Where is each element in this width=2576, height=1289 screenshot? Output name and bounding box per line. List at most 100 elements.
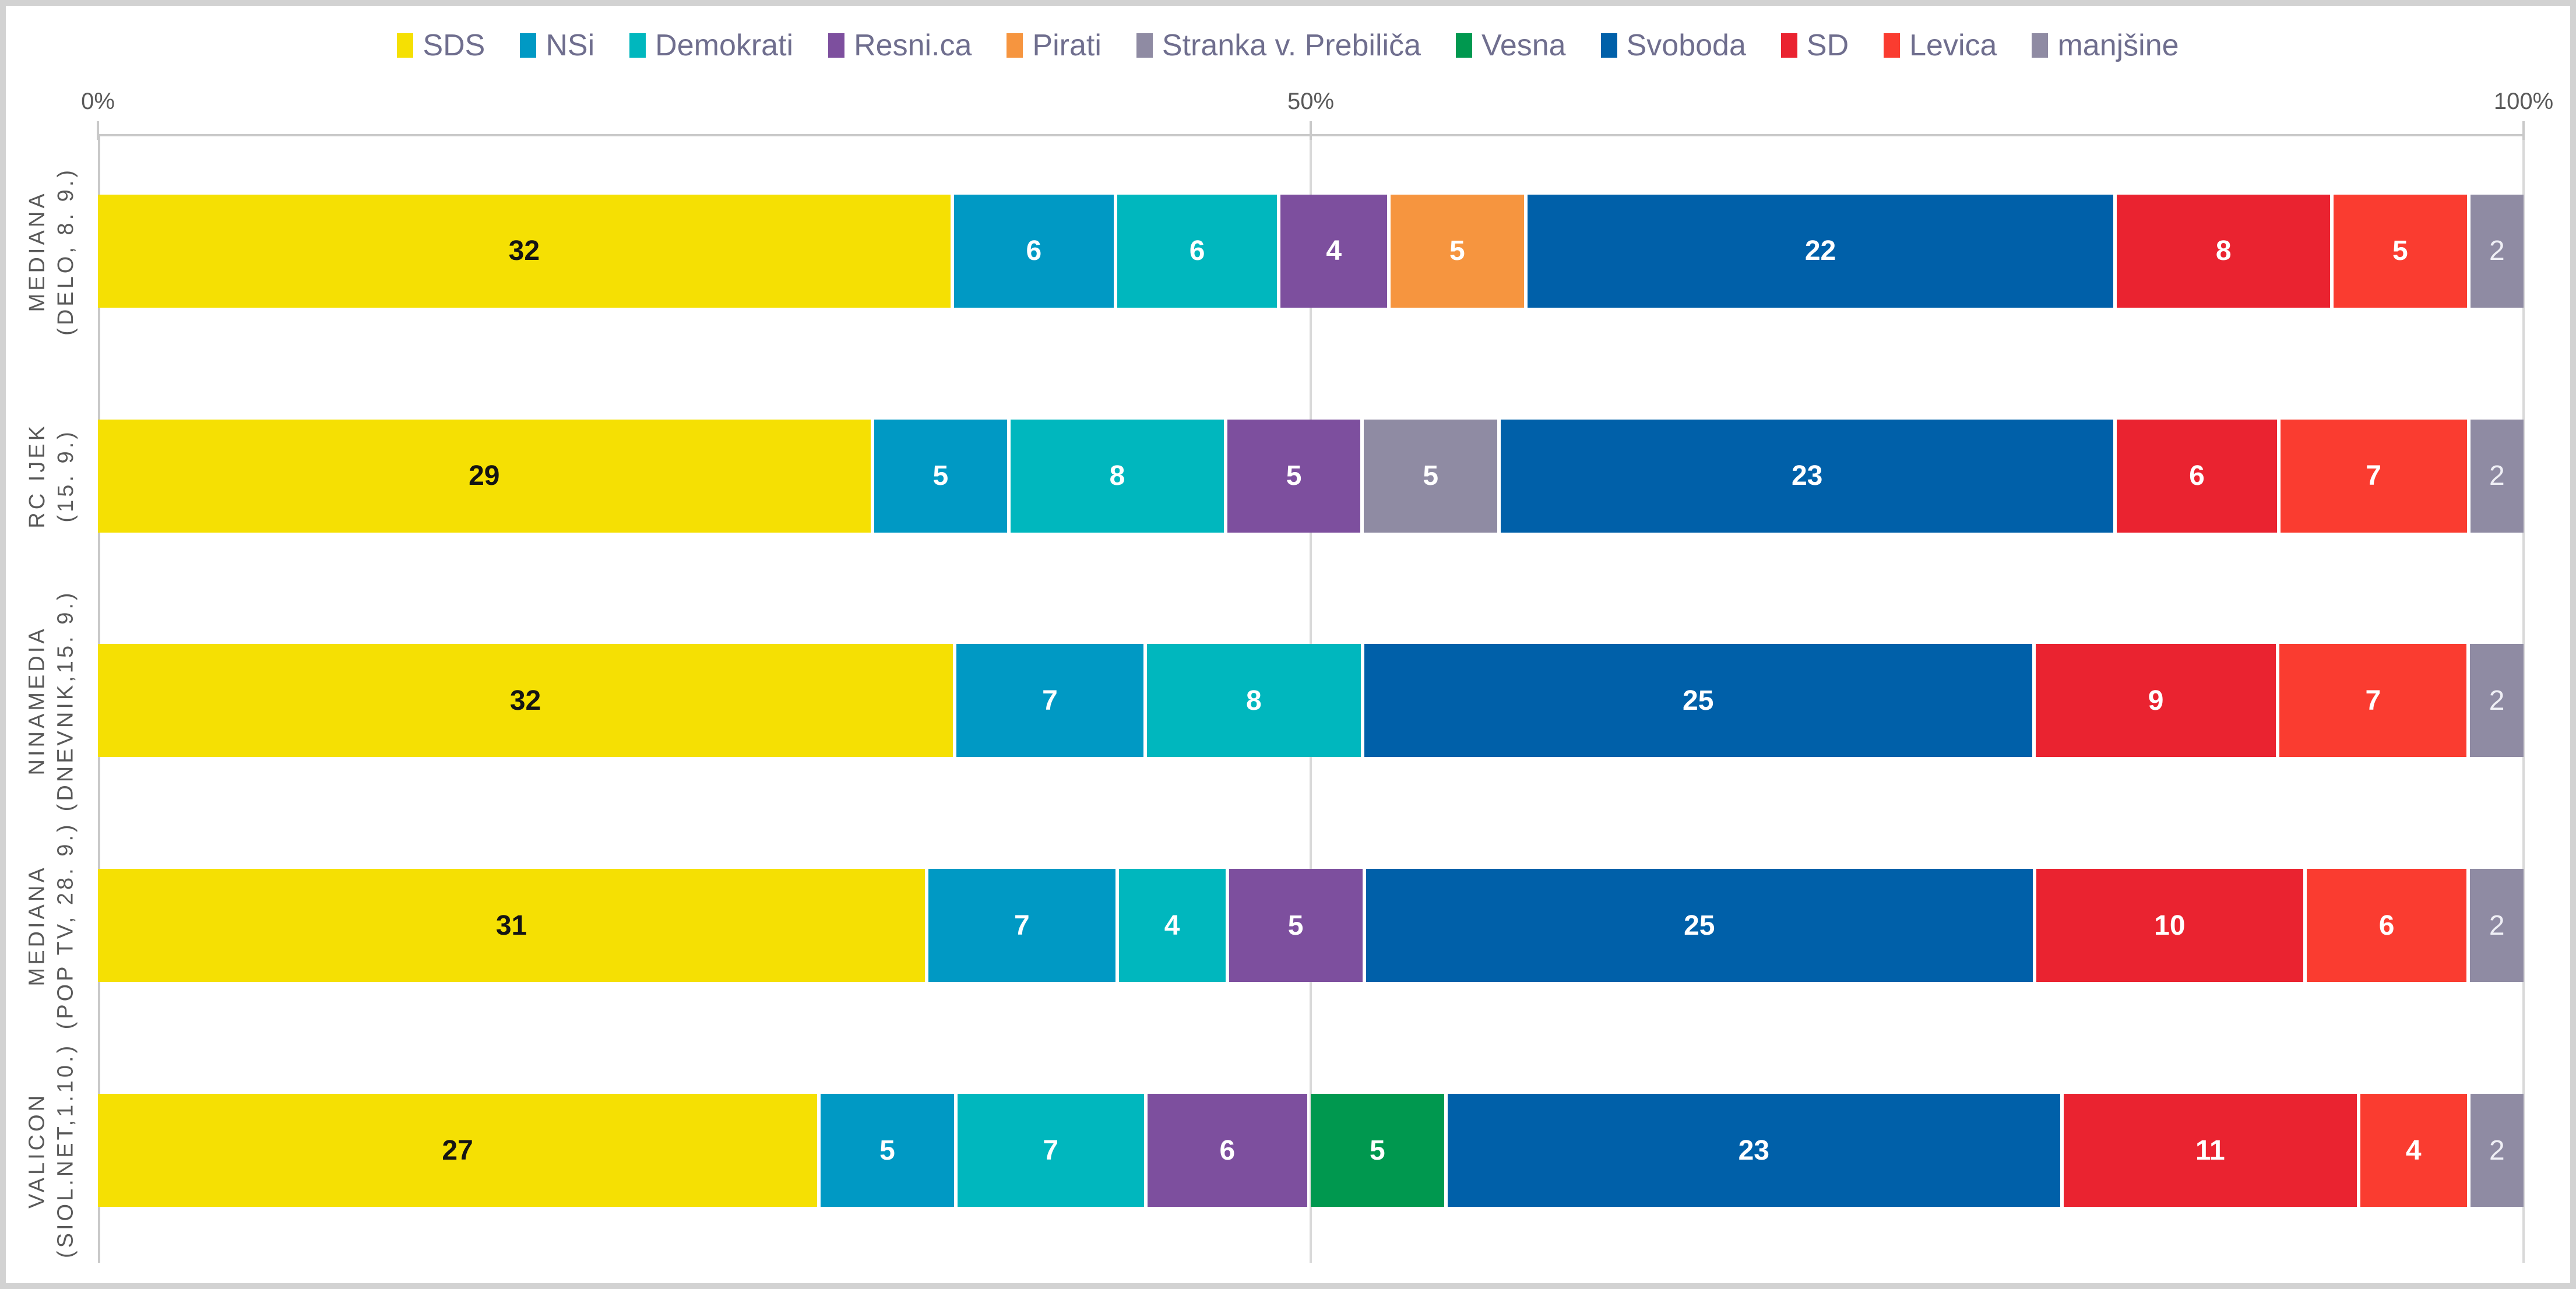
legend-swatch-icon	[629, 33, 646, 58]
bar-rows: 32 6 6 4 5 22 8 5 2 29 5 8 5 5 23 6 7 2 32 7 8 25 9 7 2 31 7 4 5 25 10…	[98, 139, 2524, 1263]
legend-swatch-icon	[2032, 33, 2049, 58]
bar-segment-nsi: 7	[928, 869, 1115, 982]
bar-segment-sd: 6	[2117, 419, 2277, 533]
plot-area: 32 6 6 4 5 22 8 5 2 29 5 8 5 5 23 6 7 2 32 7 8 25 9 7 2 31 7 4 5 25 10…	[97, 121, 2525, 1263]
bar-segment-vesna: 5	[1311, 1094, 1444, 1207]
bar-segment-sds: 32	[98, 644, 953, 758]
bar-segment-value: 11	[2195, 1135, 2225, 1166]
bar-segment-manj-ine: 2	[2470, 1094, 2524, 1207]
bar-segment-value: 23	[1791, 460, 1823, 492]
bar-segment-value: 4	[1326, 235, 1342, 267]
category-label-valicon: VALICON (SIOL.NET,1.10.)	[23, 1043, 81, 1258]
category-label-line: (SIOL.NET,1.10.)	[54, 1043, 79, 1258]
legend-item-pirati: Pirati	[1007, 28, 1102, 63]
bar-segment-sd: 9	[2035, 644, 2276, 758]
bar-segment-resni-ca: 4	[1280, 194, 1388, 308]
bar-segment-sds: 27	[98, 1094, 818, 1207]
bar-segment-levica: 5	[2334, 194, 2467, 308]
bar-segment-value: 5	[1369, 1135, 1385, 1166]
stacked-bar: 32 7 8 25 9 7 2	[98, 644, 2524, 758]
legend-item-sd: SD	[1780, 28, 1849, 63]
bar-segment-value: 6	[1026, 235, 1042, 267]
bar-segment-value: 8	[1109, 460, 1125, 492]
bar-segment-manj-ine: 2	[2470, 419, 2524, 533]
legend-item-nsi: NSi	[520, 28, 594, 63]
bar-segment-value: 4	[1164, 910, 1180, 941]
stacked-bar: 27 5 7 6 5 23 11 4 2	[98, 1094, 2524, 1207]
bar-segment-nsi: 7	[956, 644, 1143, 758]
legend-swatch-icon	[828, 33, 845, 58]
legend-label: Levica	[1909, 29, 1997, 62]
legend-item-levica: Levica	[1884, 28, 1997, 63]
bar-segment-sd: 10	[2036, 869, 2303, 982]
legend-label: Svoboda	[1626, 29, 1746, 62]
bar-segment-pirati: 5	[1391, 194, 1524, 308]
bar-segment-value: 5	[2392, 235, 2408, 267]
legend-swatch-icon	[1780, 33, 1797, 58]
legend-swatch-icon	[1007, 33, 1023, 58]
legend-label: Resni.ca	[854, 29, 972, 62]
legend-label: Stranka v. Prebiliča	[1162, 29, 1421, 62]
bar-segment-levica: 6	[2306, 869, 2467, 982]
bar-segment-value: 2	[2489, 685, 2505, 716]
legend-label: Demokrati	[655, 29, 794, 62]
bar-segment-manj-ine: 2	[2470, 869, 2524, 982]
y-axis-category-labels: MEDIANA (DELO, 8. 9.) RC IJEK (15. 9.) NINAM…	[6, 139, 98, 1263]
bar-segment-resni-ca: 6	[1147, 1094, 1308, 1207]
bar-segment-stranka-v-prebili-a: 5	[1364, 419, 1497, 533]
category-label-band: VALICON (SIOL.NET,1.10.)	[6, 1038, 98, 1263]
legend-label: manjšine	[2057, 29, 2179, 62]
legend-item-stranka-v-prebili-a: Stranka v. Prebiliča	[1136, 28, 1421, 63]
bar-segment-levica: 4	[2360, 1094, 2467, 1207]
bar-segment-value: 5	[1286, 460, 1302, 492]
legend-swatch-icon	[1600, 33, 1617, 58]
bar-row-valicon: 27 5 7 6 5 23 11 4 2	[98, 1038, 2524, 1263]
bar-segment-nsi: 5	[874, 419, 1008, 533]
bar-segment-manj-ine: 2	[2470, 644, 2524, 758]
legend-swatch-icon	[1884, 33, 1901, 58]
legend-label: Pirati	[1032, 29, 1102, 62]
bar-row-rc-ijek: 29 5 8 5 5 23 6 7 2	[98, 364, 2524, 589]
category-label-band: RC IJEK (15. 9.)	[6, 364, 98, 589]
x-axis-tick	[2522, 121, 2525, 140]
bar-segment-value: 2	[2489, 1135, 2505, 1166]
bar-segment-value: 31	[495, 910, 527, 941]
legend-item-sds: SDS	[397, 28, 485, 63]
bar-segment-demokrati: 8	[1146, 644, 1361, 758]
bar-segment-value: 29	[469, 460, 500, 492]
bar-segment-levica: 7	[2280, 419, 2467, 533]
bar-segment-manj-ine: 2	[2470, 194, 2524, 308]
bar-segment-value: 6	[1219, 1135, 1236, 1166]
bar-segment-value: 23	[1738, 1135, 1769, 1166]
bar-segment-value: 5	[1449, 235, 1465, 267]
bar-segment-svoboda: 25	[1364, 644, 2032, 758]
bar-segment-svoboda: 23	[1447, 1094, 2060, 1207]
bar-segment-value: 5	[1287, 910, 1304, 941]
bar-segment-value: 22	[1804, 235, 1836, 267]
legend-swatch-icon	[520, 33, 537, 58]
bar-segment-value: 4	[2405, 1135, 2422, 1166]
x-axis-tick	[1310, 121, 1312, 140]
bar-segment-sds: 31	[98, 869, 925, 982]
category-label-line: (DELO, 8. 9.)	[54, 167, 78, 336]
bar-segment-value: 9	[2148, 685, 2164, 716]
legend-swatch-icon	[397, 33, 414, 58]
bar-segment-value: 32	[509, 685, 541, 716]
bar-segment-value: 8	[2215, 235, 2232, 267]
bar-segment-value: 5	[1423, 460, 1439, 492]
bar-segment-value: 8	[1245, 685, 1262, 716]
legend-item-demokrati: Demokrati	[629, 28, 793, 63]
category-label-line: (POP TV, 28. 9.)	[54, 822, 79, 1030]
category-label-line: (DNEVNIK,15. 9.)	[54, 590, 78, 812]
bar-segment-nsi: 6	[953, 194, 1114, 308]
bar-row-ninamedia: 32 7 8 25 9 7 2	[98, 589, 2524, 813]
stacked-bar: 29 5 8 5 5 23 6 7 2	[98, 419, 2524, 533]
category-label-rc-ijek: RC IJEK (15. 9.)	[23, 423, 81, 529]
bar-segment-levica: 7	[2279, 644, 2467, 758]
legend-label: SD	[1806, 29, 1849, 62]
legend-item-vesna: Vesna	[1456, 28, 1566, 63]
bar-segment-sds: 32	[98, 194, 951, 308]
chart-legend: SDS NSi Demokrati Resni.ca Pirati Stranka v. …	[6, 28, 2570, 63]
bar-segment-resni-ca: 5	[1227, 419, 1361, 533]
